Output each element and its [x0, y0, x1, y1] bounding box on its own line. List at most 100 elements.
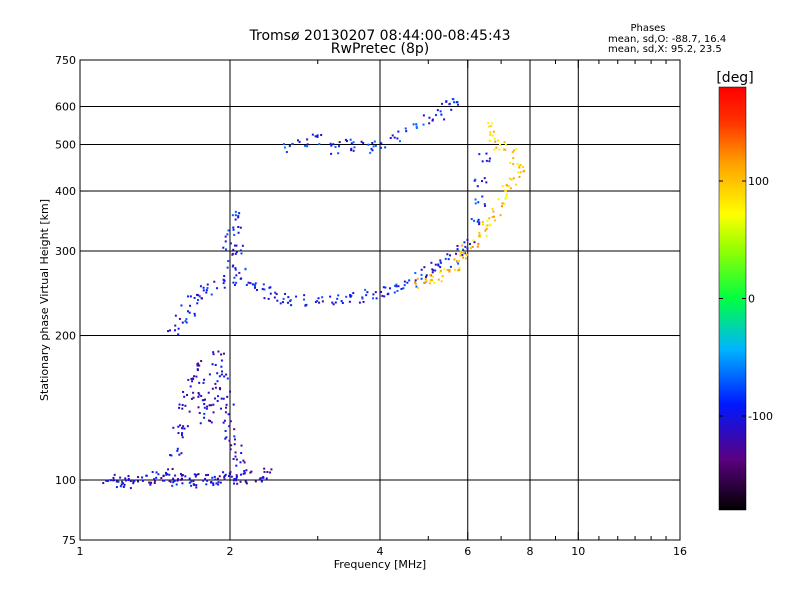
echo-point: [245, 283, 248, 286]
echo-point: [148, 481, 151, 484]
echo-point: [203, 378, 206, 381]
echo-point: [206, 283, 209, 286]
echo-point: [435, 114, 438, 117]
echo-point: [210, 293, 213, 296]
echo-point: [231, 214, 234, 217]
echo-point: [195, 293, 198, 296]
echo-point: [224, 429, 227, 432]
echo-point: [362, 141, 365, 144]
echo-point: [405, 130, 408, 133]
echo-point: [485, 152, 488, 155]
echo-point: [175, 483, 178, 486]
echo-point: [224, 406, 227, 409]
echo-point: [119, 476, 122, 479]
echo-point: [512, 177, 515, 180]
echo-point: [157, 473, 160, 476]
echo-point: [216, 372, 219, 375]
echo-point: [474, 198, 477, 201]
x-tick-label: 16: [673, 545, 687, 558]
echo-point: [519, 164, 522, 167]
echo-point: [132, 480, 135, 483]
echo-point: [439, 110, 442, 113]
echo-point: [437, 263, 440, 266]
echo-point: [447, 258, 450, 261]
echo-point: [492, 130, 495, 133]
echo-point: [163, 479, 166, 482]
echo-point: [349, 293, 352, 296]
echo-point: [178, 453, 181, 456]
echo-point: [234, 451, 237, 454]
echo-point: [105, 479, 108, 482]
echo-point: [235, 281, 238, 284]
y-tick-label: 200: [55, 330, 76, 343]
echo-point: [478, 223, 481, 226]
echo-point: [206, 287, 209, 290]
echo-point: [214, 397, 217, 400]
echo-point: [415, 285, 418, 288]
echo-point: [503, 148, 506, 151]
echo-point: [304, 144, 307, 147]
echo-point: [185, 318, 188, 321]
echo-point: [372, 145, 375, 148]
echo-point: [425, 279, 428, 282]
echo-point: [208, 404, 211, 407]
echo-point: [276, 299, 279, 302]
echo-point: [212, 411, 215, 414]
echo-point: [225, 436, 228, 439]
echo-point: [228, 439, 231, 442]
echo-point: [225, 248, 228, 251]
echo-point: [370, 147, 373, 150]
echo-point: [443, 268, 446, 271]
echo-point: [361, 297, 364, 300]
echo-point: [196, 363, 199, 366]
colorbar-tick-label: 100: [748, 175, 769, 188]
echo-point: [185, 321, 188, 324]
echo-point: [316, 299, 319, 302]
echo-point: [353, 146, 356, 149]
echo-point: [473, 241, 476, 244]
echo-point: [284, 292, 287, 295]
echo-point: [391, 134, 394, 137]
echo-point: [214, 478, 217, 481]
echo-point: [136, 480, 139, 483]
echo-point: [190, 480, 193, 483]
echo-point: [184, 475, 187, 478]
echo-point: [196, 368, 199, 371]
echo-point: [438, 271, 441, 274]
echo-point: [195, 486, 198, 489]
echo-point: [330, 152, 333, 155]
echo-point: [372, 297, 375, 300]
echo-point: [259, 477, 262, 480]
echo-point: [397, 285, 400, 288]
echo-point: [373, 140, 376, 143]
echo-point: [332, 143, 335, 146]
echo-point: [478, 153, 481, 156]
echo-point: [448, 270, 451, 273]
echo-point: [440, 102, 443, 105]
echo-point: [478, 235, 481, 238]
echo-point: [223, 419, 226, 422]
echo-point: [207, 391, 210, 394]
echo-point: [198, 412, 201, 415]
echo-point: [462, 248, 465, 251]
echo-point: [287, 301, 290, 304]
echo-point: [220, 365, 223, 368]
echo-point: [484, 229, 487, 232]
echo-point: [440, 280, 443, 283]
echo-point: [171, 484, 174, 487]
echo-point: [512, 163, 515, 166]
echo-point: [188, 311, 191, 314]
echo-point: [155, 471, 158, 474]
echo-point: [459, 254, 462, 257]
echo-point: [266, 471, 269, 474]
echo-point: [229, 470, 232, 473]
echo-point: [172, 426, 175, 429]
echo-point: [232, 228, 235, 231]
echo-point: [127, 477, 130, 480]
echo-point: [273, 296, 276, 299]
echo-point: [481, 160, 484, 163]
echo-point: [408, 279, 411, 282]
echo-point: [239, 277, 242, 280]
echo-point: [504, 143, 507, 146]
echo-point: [281, 301, 284, 304]
